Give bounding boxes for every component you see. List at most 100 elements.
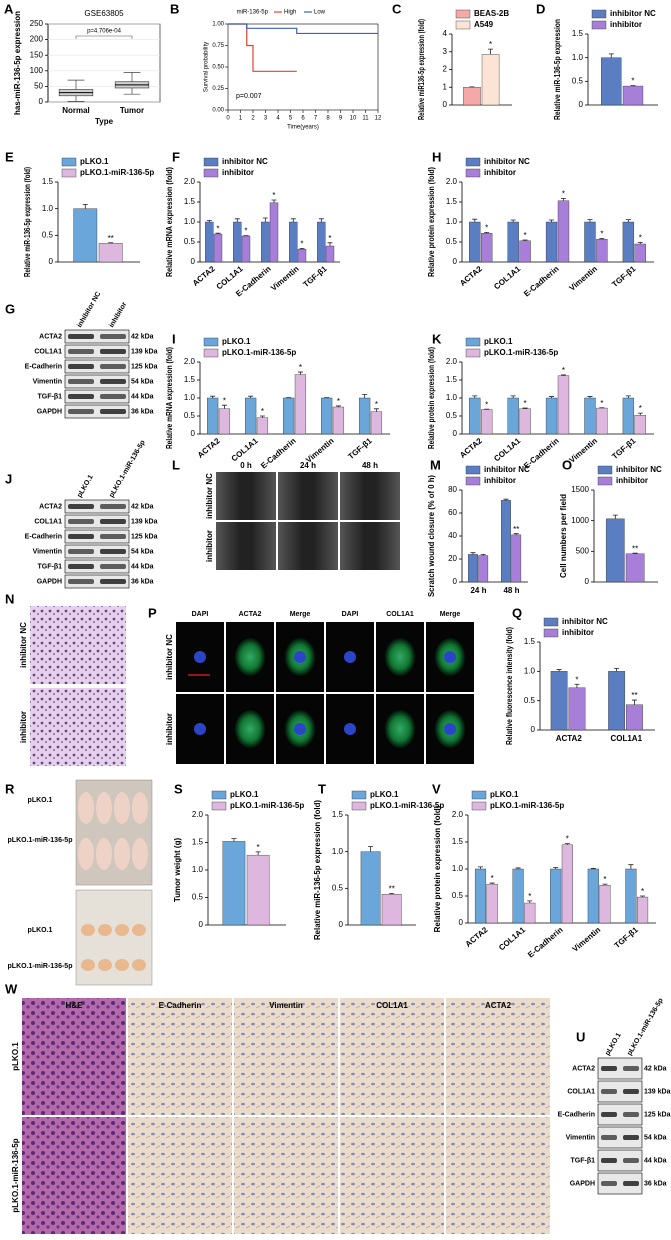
significance: * — [575, 675, 578, 684]
significance: * — [562, 366, 565, 375]
x-tick-label: 5 — [289, 116, 293, 122]
x-tick-label: ACTA2 — [458, 264, 484, 288]
protein-label: E-Cadherin — [558, 1111, 595, 1118]
size-label: 54 kDa — [131, 548, 154, 555]
x-tick-label: COL1A1 — [492, 264, 522, 292]
significance: ** — [632, 544, 638, 553]
y-tick-label: 0 — [531, 725, 536, 734]
y-tick-label: 1.0 — [452, 864, 464, 873]
panel-letter: A — [4, 1, 14, 16]
blot-band — [623, 1066, 639, 1071]
legend-swatch — [543, 628, 559, 638]
x-tick-label: 11 — [362, 116, 369, 122]
protein-label: E-Cadherin — [25, 533, 62, 540]
y-axis-label: has-miR-136-5p expression — [13, 11, 22, 115]
x-tick-label: Normal — [62, 106, 90, 115]
error-bar — [631, 699, 637, 705]
bar — [637, 896, 649, 924]
y-tick-label: 0 — [453, 429, 458, 438]
blot-strip — [64, 404, 130, 419]
y-tick-label: 0 — [443, 100, 448, 109]
significance: * — [489, 40, 492, 49]
nucleus — [194, 651, 206, 663]
blot-strip — [64, 359, 130, 374]
blot-band — [100, 394, 126, 399]
lane-label: pLKO.1 — [604, 1032, 623, 1057]
significance: * — [261, 407, 264, 416]
error-bar — [472, 395, 478, 398]
bar — [474, 868, 487, 924]
row-label: inhibitor — [19, 711, 28, 743]
panel-letter: L — [172, 457, 180, 472]
legend-swatch — [465, 337, 481, 347]
legend-swatch — [471, 790, 487, 800]
significance: * — [528, 892, 531, 901]
y-tick-label: 0.75 — [212, 43, 224, 49]
legend-label: inhibitor — [222, 168, 254, 177]
y-tick-label: 0.25 — [212, 86, 224, 92]
error-bar — [522, 239, 528, 241]
legend-swatch — [203, 157, 219, 167]
error-bar — [515, 867, 521, 869]
protein-label: Vimentin — [33, 548, 62, 555]
bar — [325, 245, 335, 263]
bar — [519, 240, 531, 263]
error-bar — [489, 882, 495, 885]
x-tick-label: E-Cadherin — [522, 264, 561, 298]
survival-curve — [228, 23, 378, 35]
significance: * — [600, 399, 603, 408]
panel-letter: K — [432, 331, 442, 346]
error-bar — [503, 498, 509, 501]
x-tick-label: E-Cadherin — [526, 925, 565, 959]
blot-band — [100, 504, 126, 509]
blot-strip — [64, 559, 130, 574]
y-tick-label: 0.5 — [192, 893, 204, 902]
row-label: pLKO.1-miR-136-5p — [8, 963, 73, 970]
y-tick-label: 500 — [576, 546, 590, 555]
y-axis-label: Relative protein expression (fold) — [433, 805, 442, 932]
bracket — [75, 35, 133, 39]
bar — [233, 221, 242, 263]
y-tick-label: 1.5 — [332, 810, 344, 819]
x-axis-label: Type — [95, 117, 114, 126]
y-tick-label: 0 — [191, 257, 196, 266]
size-label: 139 kDa — [131, 348, 158, 355]
y-tick-label: 0 — [459, 918, 464, 927]
x-tick-label: ACTA2 — [464, 925, 490, 949]
nucleus — [294, 651, 306, 663]
bar — [463, 87, 481, 106]
error-bar — [206, 220, 212, 222]
micrograph — [234, 998, 338, 1115]
x-tick-label: 6 — [301, 116, 305, 122]
bar — [622, 85, 644, 106]
bar — [568, 687, 586, 731]
cell-stain — [384, 637, 416, 677]
protein-label: Vimentin — [566, 1134, 595, 1141]
legend-label: pLKO.1-miR-136-5p — [230, 801, 304, 810]
error-bar — [608, 53, 614, 58]
y-tick-label: 0.00 — [212, 108, 224, 114]
panel-letter: W — [5, 981, 18, 996]
blot-strip — [64, 544, 130, 559]
y-tick-label: 50 — [34, 82, 43, 91]
bar — [297, 248, 307, 263]
legend-swatch — [203, 337, 219, 347]
y-axis-label: Cell numbers per field — [559, 494, 568, 578]
bar — [596, 407, 608, 435]
bar — [246, 854, 270, 926]
panel-letter: O — [562, 457, 572, 472]
bar — [501, 500, 511, 583]
error-bar — [472, 218, 478, 222]
bar — [241, 235, 251, 263]
bar — [321, 397, 333, 435]
nucleus — [444, 723, 456, 735]
y-axis-label: Relative miR-136-5p expression — [553, 19, 562, 120]
y-axis-label: Survival probability — [204, 42, 210, 92]
y-axis-label: Relative miR-136-5p expression (fold) — [23, 167, 32, 277]
error-bar — [637, 242, 643, 244]
y-tick-label: 1.0 — [184, 217, 196, 226]
y-tick-label: 2 — [443, 65, 448, 74]
error-bar — [564, 843, 570, 845]
bar — [359, 397, 371, 435]
legend-swatch — [203, 168, 219, 178]
